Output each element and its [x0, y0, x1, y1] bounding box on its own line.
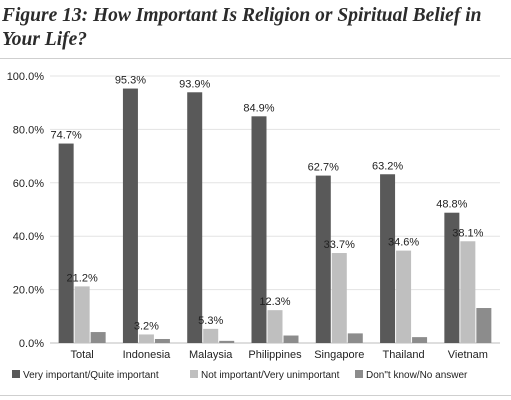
- bar: [267, 310, 283, 343]
- y-tick-label: 100.0%: [7, 71, 45, 83]
- bar: [347, 333, 363, 343]
- bar: [74, 286, 90, 343]
- y-tick-label: 40.0%: [13, 231, 44, 243]
- chart-title: Figure 13: How Important Is Religion or …: [2, 5, 482, 50]
- legend-swatch: [12, 370, 20, 378]
- legend-label: Not important/Very unimportant: [201, 370, 340, 381]
- bar: [412, 337, 428, 343]
- data-label: 95.3%: [115, 75, 146, 87]
- x-tick-label: Indonesia: [123, 349, 172, 361]
- bar: [444, 212, 460, 343]
- bar: [380, 174, 396, 343]
- bar: [203, 328, 219, 343]
- x-tick-label: Philippines: [248, 349, 302, 361]
- x-tick-label: Total: [71, 349, 94, 361]
- bar: [122, 88, 138, 343]
- bar: [283, 335, 299, 343]
- legend-label: Very important/Quite important: [23, 370, 159, 381]
- legend-label: Don"t know/No answer: [366, 370, 468, 381]
- data-label: 3.2%: [134, 320, 159, 332]
- bar: [251, 116, 267, 343]
- bar: [58, 143, 74, 343]
- bar: [90, 332, 106, 343]
- data-label: 93.9%: [179, 78, 210, 90]
- data-label: 48.8%: [436, 199, 467, 211]
- data-label: 84.9%: [243, 102, 274, 114]
- chart-frame: [0, 58, 511, 396]
- y-tick-label: 0.0%: [19, 338, 44, 350]
- data-label: 38.1%: [452, 227, 483, 239]
- data-label: 5.3%: [198, 315, 223, 327]
- x-tick-label: Thailand: [382, 349, 424, 361]
- bar: [396, 250, 412, 343]
- data-label: 21.2%: [67, 272, 98, 284]
- bar: [219, 340, 235, 343]
- data-label: 34.6%: [388, 237, 419, 249]
- data-label: 74.7%: [51, 130, 82, 142]
- bar: [315, 175, 331, 343]
- legend-swatch: [355, 370, 363, 378]
- y-tick-label: 80.0%: [13, 124, 44, 136]
- bar: [187, 92, 203, 343]
- x-tick-label: Malaysia: [189, 349, 233, 361]
- bar: [476, 308, 492, 343]
- data-label: 62.7%: [308, 162, 339, 174]
- bar: [138, 334, 154, 343]
- data-label: 12.3%: [259, 296, 290, 308]
- data-label: 63.2%: [372, 160, 403, 172]
- y-tick-label: 20.0%: [13, 285, 44, 297]
- bar: [154, 338, 170, 343]
- x-tick-label: Singapore: [314, 349, 364, 361]
- x-tick-label: Vietnam: [448, 349, 488, 361]
- y-tick-label: 60.0%: [13, 178, 44, 190]
- legend-swatch: [190, 370, 198, 378]
- data-label: 33.7%: [324, 239, 355, 251]
- bar: [460, 241, 476, 343]
- bar: [331, 253, 347, 343]
